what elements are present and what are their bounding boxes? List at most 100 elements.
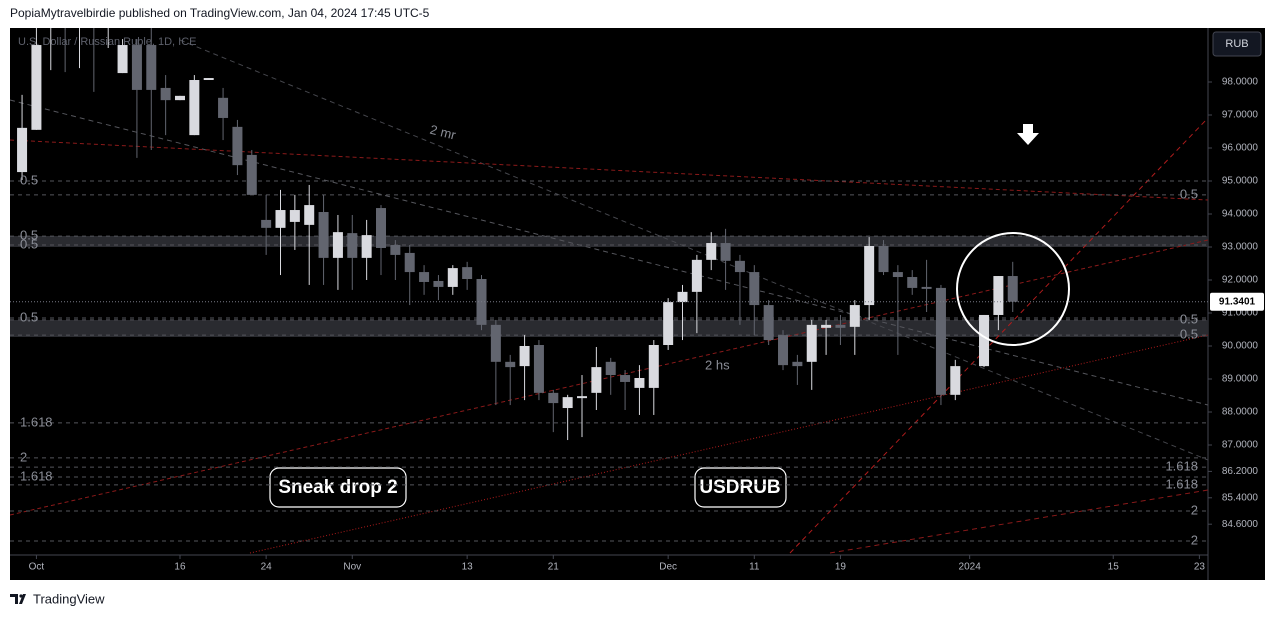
x-tick-label: 15 <box>1108 562 1120 573</box>
chart-background <box>10 28 1265 580</box>
publish-header: PopiaMytravelbirdie published on Trading… <box>10 6 430 20</box>
zone-band <box>10 320 1208 337</box>
y-tick-label: 97.0000 <box>1222 110 1259 121</box>
candle-body <box>218 97 229 118</box>
y-tick-label: 85.4000 <box>1222 492 1259 503</box>
highlight-circle <box>956 232 1070 346</box>
y-tick-label: 88.0000 <box>1222 407 1259 418</box>
y-tick-label: 90.0000 <box>1222 341 1259 352</box>
candle-body <box>289 210 300 222</box>
annotation-box <box>269 467 407 508</box>
annotation: Sneak drop 2 <box>278 477 397 498</box>
fib-level-label: 1.618 <box>20 414 53 429</box>
candle-body <box>749 272 760 306</box>
candle-body <box>419 272 430 282</box>
candle-body <box>275 210 286 228</box>
candle-body <box>203 78 214 81</box>
candle-body <box>620 375 631 382</box>
y-tick-label: 93.0000 <box>1222 242 1259 253</box>
fib-level-label: 0.5 <box>20 228 38 243</box>
footer-brand: TradingView <box>33 591 105 606</box>
candle-body <box>778 335 789 366</box>
fib-level-label: 1.618 <box>1165 476 1198 491</box>
candle-body <box>246 154 257 195</box>
fib-level-label: 0.5 <box>1180 311 1198 326</box>
x-tick-label: Oct <box>29 562 45 573</box>
symbol-label: U.S. Dollar / Russian Ruble, 1D, ICE <box>18 36 197 48</box>
candle-body <box>993 276 1004 315</box>
candle-body <box>131 45 142 90</box>
fib-level-label: 2 <box>20 449 27 464</box>
candle-body <box>519 345 530 367</box>
currency-button-label[interactable]: RUB <box>1225 38 1248 50</box>
candle-body <box>361 235 372 258</box>
candle-body <box>577 396 588 399</box>
candle-body <box>706 243 717 260</box>
y-tick-label: 91.0000 <box>1222 308 1259 319</box>
candle-body <box>591 367 602 393</box>
logo-icon <box>19 594 23 598</box>
candle-body <box>720 243 731 261</box>
candle-body <box>677 291 688 303</box>
candle-body <box>878 245 889 273</box>
zone-band <box>10 236 1208 247</box>
x-tick-label: Dec <box>659 562 677 573</box>
down-arrow <box>1017 124 1039 145</box>
x-tick-label: 19 <box>835 562 847 573</box>
candle-body <box>605 361 616 376</box>
y-tick-label: 98.0000 <box>1222 77 1259 88</box>
candle-body <box>835 324 846 328</box>
currency-button[interactable] <box>1212 31 1262 57</box>
candle-body <box>892 272 903 278</box>
candle-body <box>332 232 343 258</box>
candle-body <box>318 212 329 258</box>
x-tick-label: 21 <box>548 562 560 573</box>
candle-body <box>921 286 932 289</box>
x-tick-label: Nov <box>343 562 361 573</box>
candle-body <box>634 378 645 388</box>
footer-logo <box>10 594 26 604</box>
y-tick-label: 96.0000 <box>1222 143 1259 154</box>
candle-body <box>950 366 961 395</box>
trend-line <box>789 117 1208 554</box>
plot-area <box>10 28 1208 542</box>
y-tick-label: 92.0000 <box>1222 275 1259 286</box>
fib-level-label: 0.5 <box>20 236 38 251</box>
x-tick-label: 23 <box>1194 562 1206 573</box>
fib-level-label: 1.618 <box>20 468 53 483</box>
candle-body <box>490 324 501 362</box>
x-tick-label: 24 <box>261 562 273 573</box>
fib-level-label: 0.5 <box>1180 327 1198 342</box>
candle-body <box>691 259 702 292</box>
candle-body <box>261 219 272 228</box>
y-tick-label: 94.0000 <box>1222 209 1259 220</box>
candle-body <box>17 127 28 173</box>
candle-body <box>505 361 516 368</box>
drawing-label: 2 mr <box>428 122 458 143</box>
last-price-tag <box>1210 292 1264 311</box>
candle-body <box>117 45 128 74</box>
last-price-label: 91.3401 <box>1219 296 1256 307</box>
candle-body <box>864 245 875 306</box>
y-tick-label: 87.0000 <box>1222 440 1259 451</box>
candle-body <box>462 267 473 279</box>
candle-body <box>376 208 387 248</box>
fib-level-label: 0.5 <box>20 309 38 324</box>
y-tick-label: 89.0000 <box>1222 374 1259 385</box>
drawing-label: 2 hs <box>705 357 730 372</box>
logo-icon <box>10 594 26 604</box>
candle-body <box>146 45 157 90</box>
annotation-box <box>694 467 787 508</box>
candle-body <box>189 80 200 136</box>
fib-level-label: 0.5 <box>1180 186 1198 201</box>
candle-body <box>734 260 745 273</box>
fib-level-label: 2 <box>1191 532 1198 547</box>
x-tick-label: 13 <box>462 562 474 573</box>
candle-body <box>347 233 358 258</box>
x-tick-label: 16 <box>174 562 186 573</box>
candle-body <box>979 314 990 367</box>
candle-body <box>792 361 803 367</box>
y-tick-label: 86.2000 <box>1222 466 1259 477</box>
candle-body <box>404 252 415 273</box>
